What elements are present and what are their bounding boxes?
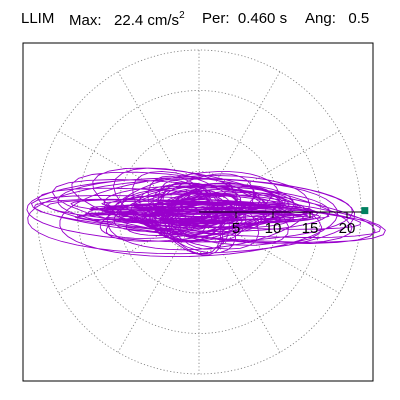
angle-label: Ang:	[305, 10, 336, 27]
max-label: Max:	[69, 12, 102, 29]
radial-axis	[199, 211, 365, 218]
header-readout: LLIM Max: 22.4 cm/s2 Per: 0.460 s Ang: 0…	[0, 0, 400, 40]
station-code: LLIM	[21, 10, 55, 27]
plot-frame	[22, 42, 374, 382]
trace-path	[26, 167, 386, 258]
radial-tick-label: 5	[232, 220, 240, 237]
motion-trace	[26, 167, 386, 258]
radial-tick-labels: 5 10 15 20	[232, 220, 356, 237]
period-label: Per:	[202, 10, 230, 27]
angle-value: 0.5	[348, 10, 370, 27]
radial-tick-label: 15	[302, 220, 319, 237]
max-exponent: 2	[179, 10, 185, 21]
max-point-marker	[361, 207, 369, 215]
period-value: 0.460 s	[237, 10, 288, 27]
period-readout: Per: 0.460 s	[202, 10, 287, 27]
max-readout: Max: 22.4 cm/s2	[69, 10, 185, 29]
radial-tick-label: 10	[265, 220, 282, 237]
radial-tick-label: 20	[339, 220, 356, 237]
angle-readout: Ang: 0.5	[305, 10, 369, 27]
max-value: 22.4 cm/s	[114, 12, 180, 29]
